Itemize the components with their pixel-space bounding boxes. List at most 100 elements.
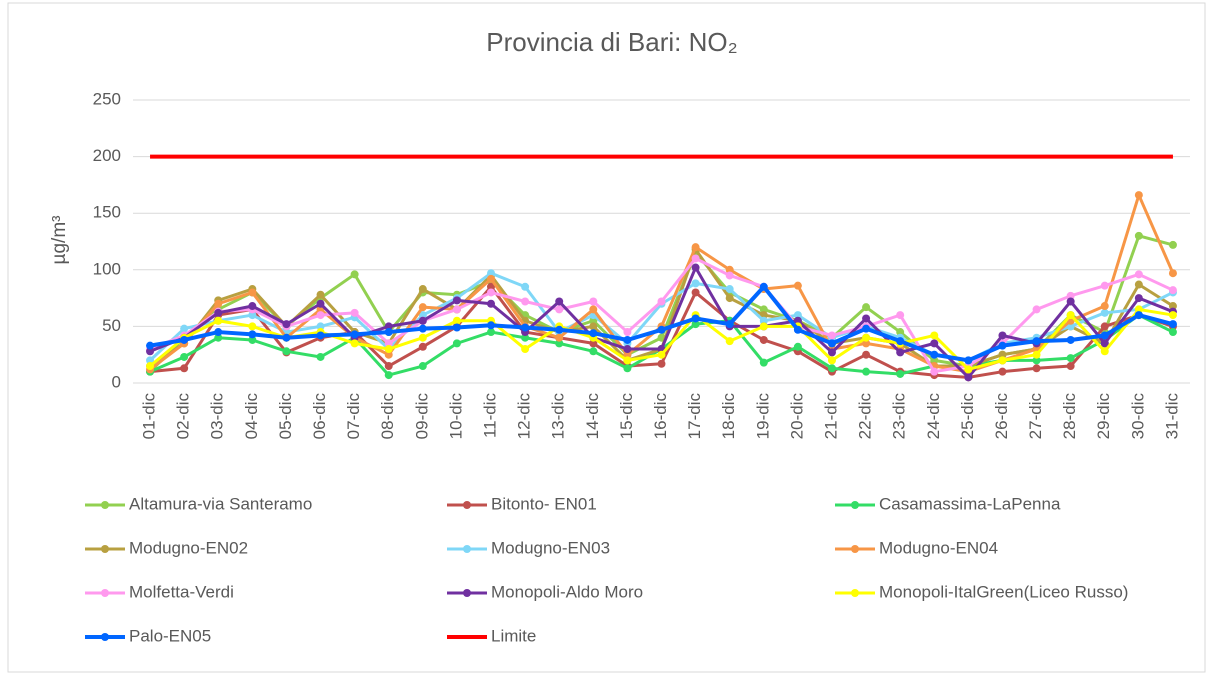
- data-point: [725, 265, 734, 274]
- data-point: [793, 325, 802, 334]
- data-point: [759, 282, 768, 291]
- data-point: [589, 329, 598, 338]
- data-point: [146, 362, 155, 371]
- legend-label: Monopoli-Aldo Moro: [491, 582, 643, 601]
- data-point: [691, 254, 700, 263]
- data-point: [1066, 354, 1075, 363]
- data-point: [589, 347, 598, 356]
- data-point: [930, 331, 939, 340]
- legend-label: Modugno-EN03: [491, 538, 610, 557]
- data-point: [793, 311, 802, 320]
- data-point: [521, 282, 530, 291]
- data-point: [896, 337, 905, 346]
- data-point: [657, 297, 666, 306]
- data-point: [930, 356, 939, 365]
- legend-label: Palo-EN05: [129, 626, 211, 645]
- data-point: [827, 339, 836, 348]
- data-point: [1066, 322, 1075, 331]
- data-point: [1032, 337, 1041, 346]
- x-tick-label: 20-dic: [787, 393, 806, 440]
- data-point: [1168, 286, 1177, 295]
- x-tick-label: 08-dic: [378, 393, 397, 440]
- data-point: [248, 288, 257, 297]
- data-point: [827, 364, 836, 373]
- data-point: [1100, 322, 1109, 331]
- data-point: [452, 305, 461, 314]
- data-point: [521, 323, 530, 332]
- data-point: [623, 335, 632, 344]
- legend-label: Limite: [491, 626, 536, 645]
- x-tick-label: 02-dic: [174, 393, 193, 440]
- data-point: [487, 288, 496, 297]
- data-point: [793, 281, 802, 290]
- y-tick-label: 150: [93, 203, 121, 222]
- data-point: [418, 303, 427, 312]
- data-point: [487, 274, 496, 283]
- data-point: [759, 358, 768, 367]
- data-point: [350, 270, 359, 279]
- data-point: [1134, 270, 1143, 279]
- data-point: [1066, 335, 1075, 344]
- y-tick-label: 200: [93, 146, 121, 165]
- data-point: [896, 311, 905, 320]
- x-tick-label: 11-dic: [481, 393, 500, 439]
- data-point: [896, 348, 905, 357]
- data-point: [248, 322, 257, 331]
- data-point: [248, 330, 257, 339]
- data-point: [1100, 302, 1109, 311]
- data-point: [1032, 350, 1041, 359]
- x-tick-label: 04-dic: [242, 393, 261, 440]
- data-point: [1100, 331, 1109, 340]
- data-point: [521, 297, 530, 306]
- data-point: [384, 328, 393, 337]
- data-point: [418, 362, 427, 371]
- data-point: [725, 285, 734, 294]
- data-point: [248, 302, 257, 311]
- data-point: [418, 342, 427, 351]
- x-tick-label: 22-dic: [856, 393, 875, 440]
- data-point: [555, 333, 564, 342]
- data-point: [998, 356, 1007, 365]
- data-point: [589, 339, 598, 348]
- data-point: [248, 335, 257, 344]
- data-point: [1100, 281, 1109, 290]
- data-point: [384, 322, 393, 331]
- data-point: [862, 314, 871, 323]
- data-point: [487, 321, 496, 330]
- y-tick-label: 50: [102, 316, 121, 335]
- data-point: [487, 299, 496, 308]
- data-point: [146, 356, 155, 365]
- data-point: [691, 263, 700, 272]
- data-point: [1066, 297, 1075, 306]
- data-point: [180, 352, 189, 361]
- data-point: [1168, 311, 1177, 320]
- data-point: [384, 350, 393, 359]
- data-point: [282, 320, 291, 329]
- data-point: [691, 243, 700, 252]
- data-point: [350, 308, 359, 317]
- data-point: [691, 279, 700, 288]
- data-point: [214, 316, 223, 325]
- data-point: [691, 288, 700, 297]
- data-point: [896, 328, 905, 337]
- x-tick-label: 30-dic: [1128, 393, 1147, 440]
- legend-label: Modugno-EN02: [129, 538, 248, 557]
- data-point: [384, 339, 393, 348]
- data-point: [452, 296, 461, 305]
- data-point: [555, 305, 564, 314]
- legend-marker: [851, 501, 859, 509]
- data-point: [1100, 347, 1109, 356]
- data-point: [1168, 269, 1177, 278]
- data-point: [1134, 191, 1143, 200]
- data-point: [316, 299, 325, 308]
- legend-marker: [101, 501, 109, 509]
- data-point: [657, 325, 666, 334]
- y-tick-label: 250: [93, 89, 121, 108]
- data-point: [418, 324, 427, 333]
- data-point: [146, 341, 155, 350]
- data-point: [1066, 291, 1075, 300]
- legend-label: Altamura-via Santeramo: [129, 494, 312, 513]
- data-point: [623, 364, 632, 373]
- data-point: [589, 316, 598, 325]
- data-point: [384, 371, 393, 380]
